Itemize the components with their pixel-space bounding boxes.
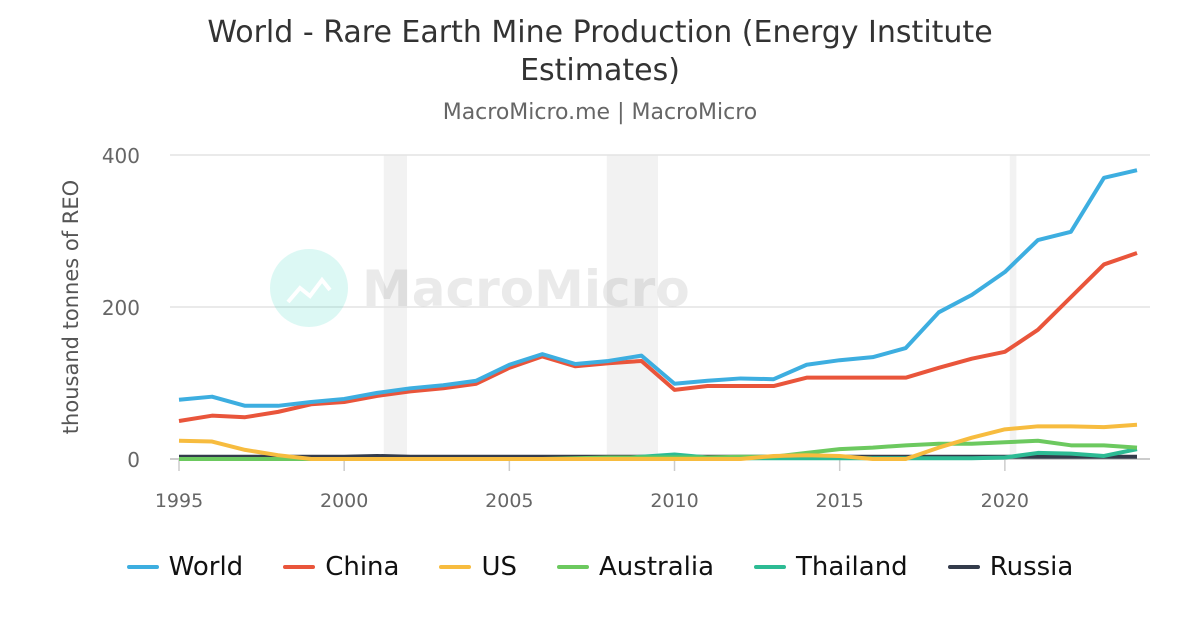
y-tick-label: 400: [102, 144, 140, 168]
chart-subtitle: MacroMicro.me | MacroMicro: [442, 100, 758, 125]
series-line-china: [178, 251, 1138, 423]
watermark-logo-icon: [270, 249, 348, 327]
legend: World China US Australia Thailand Russia: [0, 552, 1200, 582]
legend-swatch: [126, 565, 159, 569]
y-axis-label: thousand tonnes of REO: [59, 180, 83, 434]
watermark-text: MacroMicro: [362, 260, 690, 318]
legend-label: Thailand: [796, 552, 908, 582]
x-tick-label: 2000: [320, 490, 368, 512]
legend-item-world[interactable]: World: [126, 552, 244, 582]
legend-label: Russia: [989, 552, 1074, 582]
x-tick-label: 2020: [981, 490, 1029, 512]
x-tick-label: 2015: [816, 490, 864, 512]
x-tick-label: 2005: [485, 490, 533, 512]
watermark-chart-icon: [286, 276, 332, 304]
watermark: MacroMicro: [270, 249, 690, 327]
legend-label: China: [325, 552, 400, 582]
legend-swatch: [947, 565, 980, 569]
x-tick-label: 1995: [155, 490, 203, 512]
series-line-world: [178, 168, 1138, 408]
legend-label: World: [168, 552, 244, 582]
legend-label: Australia: [599, 552, 715, 582]
series-line-us: [178, 422, 1138, 461]
legend-item-russia[interactable]: Russia: [947, 552, 1074, 582]
legend-swatch: [283, 565, 316, 569]
x-tick-label: 2010: [650, 490, 698, 512]
chart-title: World - Rare Earth Mine Production (Ener…: [207, 15, 993, 88]
legend-item-australia[interactable]: Australia: [557, 552, 714, 582]
legend-swatch: [754, 565, 787, 569]
legend-item-thailand[interactable]: Thailand: [754, 552, 908, 582]
legend-item-us[interactable]: US: [439, 552, 517, 582]
legend-swatch: [557, 565, 590, 569]
legend-label: US: [481, 552, 518, 582]
legend-swatch: [439, 565, 472, 569]
y-tick-label: 0: [127, 448, 140, 472]
legend-item-china[interactable]: China: [283, 552, 399, 582]
y-tick-label: 200: [102, 296, 140, 320]
